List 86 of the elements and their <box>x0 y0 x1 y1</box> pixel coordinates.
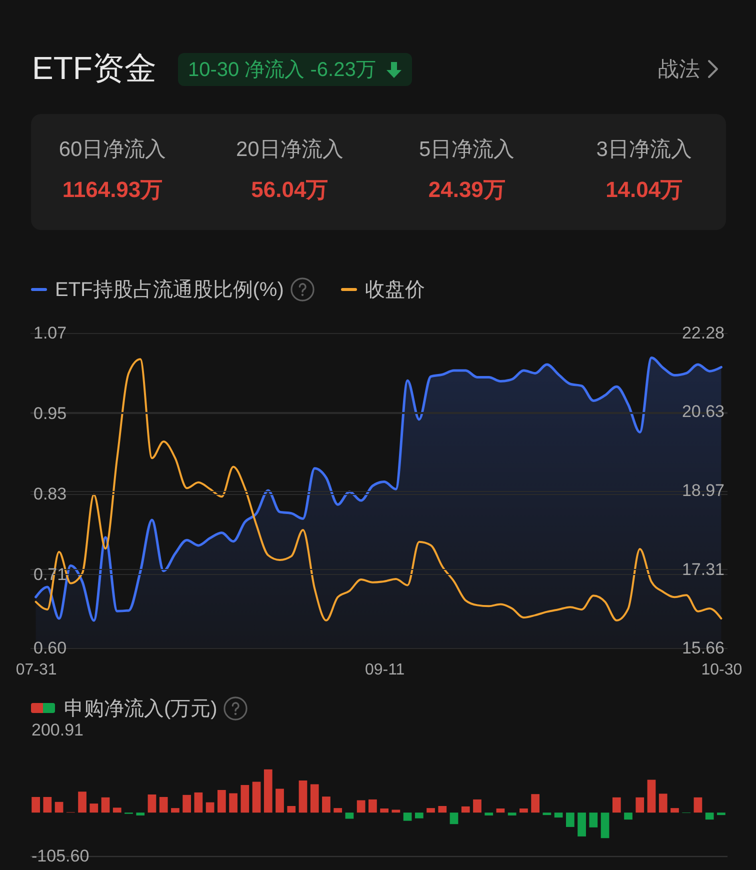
text: 20日净流入 <box>236 137 344 163</box>
bar <box>566 812 574 827</box>
bar <box>647 780 656 813</box>
bar <box>612 797 621 813</box>
bar <box>473 799 482 813</box>
bar <box>508 812 516 816</box>
bar <box>90 804 98 813</box>
y2-tick-label: 20.63 <box>682 402 724 422</box>
text: 60日净流入 <box>58 137 166 163</box>
bar <box>450 812 458 824</box>
y-tick-label: 0.95 <box>34 404 67 423</box>
bar <box>496 808 505 813</box>
x-tick-label: 07-31 <box>16 662 57 678</box>
bar <box>310 784 319 813</box>
bar <box>148 794 156 813</box>
text: 3日净流入 <box>596 137 692 163</box>
bar <box>112 808 122 813</box>
bar <box>380 808 388 813</box>
bar <box>229 793 238 813</box>
y2-tick-label: 22.28 <box>682 324 724 342</box>
bar <box>426 808 435 813</box>
bar <box>334 808 342 813</box>
bar <box>54 802 64 813</box>
bar <box>636 797 644 813</box>
bar <box>414 812 424 818</box>
legend-label: 申购净流入(万元) <box>64 696 218 722</box>
text: 10-30 净流入 -6.23万 <box>188 58 376 83</box>
y-tick-label: 1.07 <box>34 324 67 342</box>
bar <box>43 796 52 813</box>
bar <box>694 797 702 813</box>
bar <box>136 812 145 816</box>
bar <box>287 806 296 813</box>
bar <box>194 792 203 813</box>
bar <box>600 812 610 838</box>
text: 1164.93万 <box>62 177 163 203</box>
bar <box>520 808 528 813</box>
legend-label: 收盘价 <box>364 278 425 302</box>
bar <box>658 794 668 813</box>
bar <box>298 780 308 813</box>
y-tick-label: 0.71 <box>34 564 67 584</box>
legend-label: ETF持股占流通股比例(%) <box>55 278 284 302</box>
bar <box>589 812 598 828</box>
bar <box>392 810 400 813</box>
bar <box>542 812 552 816</box>
text: 5日净流入 <box>419 137 515 163</box>
text: 14.04万 <box>606 177 683 203</box>
bar <box>217 790 226 813</box>
y2-tick-label: 18.97 <box>682 481 724 500</box>
x-tick-label: 10-30 <box>701 662 742 678</box>
y2-tick-label: 15.66 <box>682 638 724 658</box>
bar <box>578 812 586 836</box>
y-tick-label: 200.91 <box>32 720 84 740</box>
y-tick-label: 0.60 <box>34 638 67 658</box>
bar <box>182 794 192 813</box>
bar <box>276 788 284 813</box>
text: 战法 <box>658 57 700 83</box>
bar <box>554 812 563 818</box>
bar <box>368 799 377 813</box>
bar <box>159 796 168 813</box>
bar <box>670 808 679 813</box>
bar <box>171 808 180 813</box>
bar <box>356 800 366 813</box>
bar <box>624 812 632 820</box>
bar <box>484 812 494 816</box>
bar <box>438 806 447 813</box>
text: ETF资金 <box>32 49 156 88</box>
bar <box>78 792 86 813</box>
y-tick-label: -105.60 <box>32 846 90 866</box>
bar <box>345 812 354 819</box>
x-tick-label: 09-11 <box>364 662 405 678</box>
bar <box>32 796 40 813</box>
bar <box>531 794 540 813</box>
y-tick-label: 0.83 <box>34 484 67 504</box>
bar <box>403 812 412 821</box>
text: 56.04万 <box>251 177 328 203</box>
bar <box>252 782 261 813</box>
text: 24.39万 <box>428 177 506 203</box>
bar <box>101 797 110 813</box>
y2-tick-label: 17.31 <box>682 560 724 579</box>
bar <box>206 802 214 813</box>
bar <box>461 806 470 813</box>
bar <box>264 769 272 813</box>
bar <box>717 812 726 816</box>
bar <box>705 812 714 820</box>
bar <box>240 785 250 813</box>
bar <box>322 796 330 813</box>
